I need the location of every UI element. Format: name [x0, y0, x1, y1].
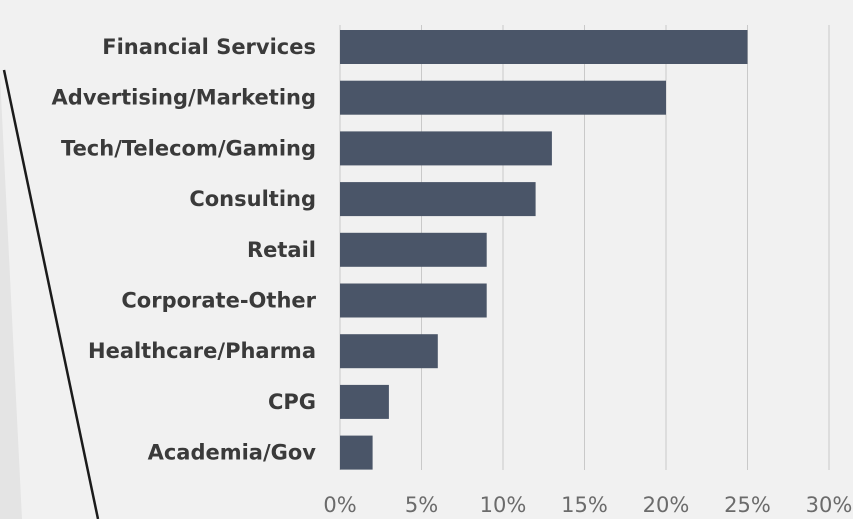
- category-label: CPG: [268, 390, 316, 414]
- x-tick-label: 30%: [806, 493, 853, 517]
- slide-edge-shadow: [0, 75, 22, 519]
- bar: [340, 80, 666, 115]
- category-label: Advertising/Marketing: [52, 86, 316, 110]
- bar: [340, 435, 373, 470]
- category-label-layer: Financial Services Advertising/Marketing T…: [52, 35, 317, 465]
- category-label: Academia/Gov: [148, 441, 317, 465]
- bar: [340, 283, 487, 318]
- category-label: Consulting: [189, 187, 316, 211]
- bar: [340, 30, 748, 64]
- x-tick-label: 5%: [405, 493, 438, 517]
- x-tick-label: 20%: [643, 493, 690, 517]
- bar: [340, 182, 536, 217]
- slide-edge-line: [2, 69, 100, 519]
- bar-layer: [340, 30, 748, 470]
- category-label: Tech/Telecom/Gaming: [61, 136, 316, 160]
- category-label: Corporate-Other: [121, 289, 316, 313]
- x-tick-label: 15%: [561, 493, 608, 517]
- x-tick-layer: 0% 5% 10% 15% 20% 25% 30%: [323, 493, 852, 517]
- bar: [340, 384, 389, 419]
- x-tick-label: 0%: [323, 493, 356, 517]
- bar: [340, 334, 438, 369]
- x-tick-label: 25%: [724, 493, 771, 517]
- category-label: Healthcare/Pharma: [88, 339, 316, 363]
- x-tick-label: 10%: [480, 493, 527, 517]
- category-label: Retail: [247, 238, 316, 262]
- bar: [340, 131, 552, 166]
- bar: [340, 232, 487, 267]
- category-label: Financial Services: [102, 35, 316, 59]
